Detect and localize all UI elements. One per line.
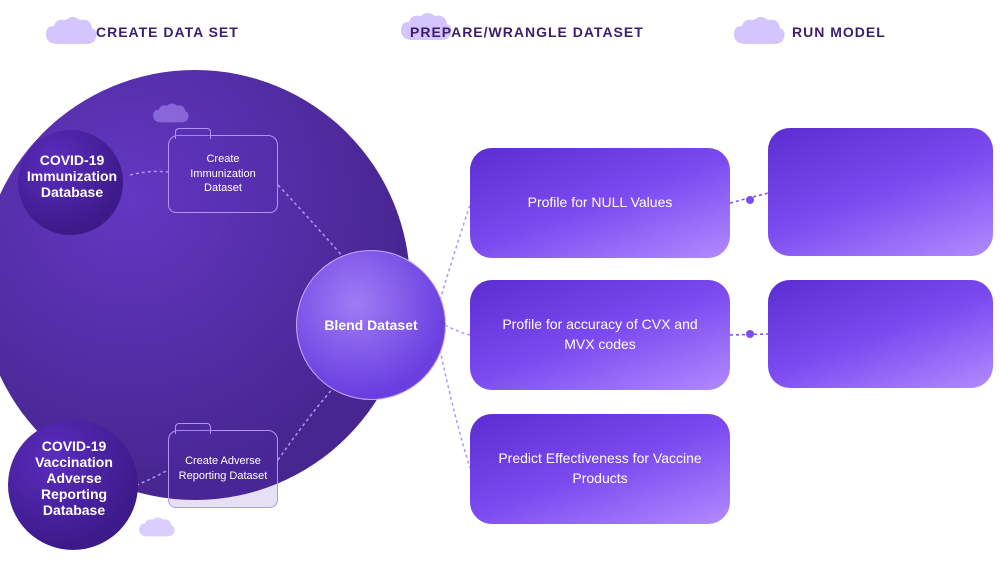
- connector-dot: [746, 330, 754, 338]
- node-blend: Blend Dataset: [296, 250, 446, 400]
- node-profile-null: Profile for NULL Values: [470, 148, 730, 258]
- node-folder-adverse: Create Adverse Reporting Dataset: [168, 430, 278, 508]
- node-predict: Predict Effectiveness for Vaccine Produc…: [470, 414, 730, 524]
- blend-label: Blend Dataset: [324, 317, 417, 333]
- node-db-immunization-label: COVID-19 Immunization Database: [12, 152, 132, 200]
- node-db-adverse-label: COVID-19 Vaccination Adverse Reporting D…: [14, 438, 134, 518]
- stage-header-prepare: PREPARE/WRANGLE DATASET: [410, 24, 644, 40]
- node-profile-codes: Profile for accuracy of CVX and MVX code…: [470, 280, 730, 390]
- connector-dot: [746, 196, 754, 204]
- folder-label: Create Adverse Reporting Dataset: [177, 454, 269, 484]
- stage-header-label: CREATE DATA SET: [96, 24, 239, 40]
- node-folder-immunization: Create Immunization Dataset: [168, 135, 278, 213]
- stage-header-label: RUN MODEL: [792, 24, 886, 40]
- stage-header-run: RUN MODEL: [792, 24, 886, 40]
- stage-header-label: PREPARE/WRANGLE DATASET: [410, 24, 644, 40]
- node-run-mid: [768, 280, 993, 388]
- panel-label: Predict Effectiveness for Vaccine Produc…: [488, 449, 712, 488]
- stage-header-create: CREATE DATA SET: [96, 24, 239, 40]
- node-run-top: [768, 128, 993, 256]
- panel-label: Profile for accuracy of CVX and MVX code…: [488, 315, 712, 354]
- folder-label: Create Immunization Dataset: [177, 152, 269, 197]
- panel-label: Profile for NULL Values: [528, 193, 673, 213]
